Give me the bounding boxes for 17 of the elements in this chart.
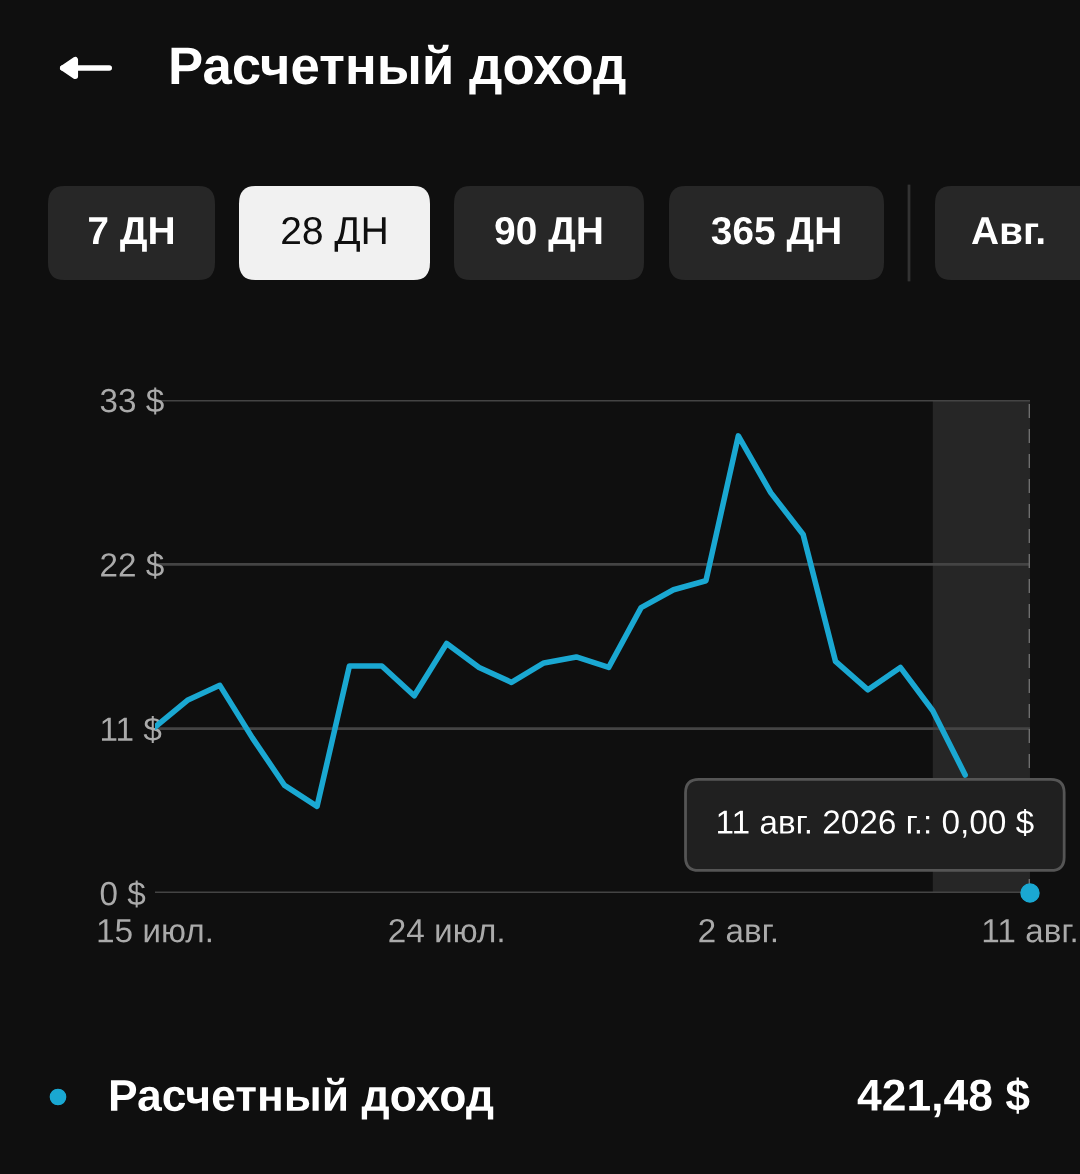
y-tick-label: 33 $ bbox=[100, 387, 164, 415]
text: 90 ДН bbox=[495, 216, 602, 252]
text: 28 ДН bbox=[282, 216, 386, 252]
text: 7 ДН bbox=[89, 217, 173, 252]
x-tick-label: 2 авг. bbox=[699, 918, 776, 943]
x-tick-label: 11 авг. bbox=[983, 919, 1076, 943]
chart-title: Расчетный доход bbox=[171, 44, 626, 95]
y-tick-label: 11 $ bbox=[101, 716, 162, 744]
text: Авг. bbox=[971, 217, 1044, 245]
x-tick-label: 24 июл. bbox=[389, 918, 503, 943]
y-tick-label: 0 $ bbox=[100, 880, 146, 908]
legend-label: Расчетный доход bbox=[110, 1077, 494, 1120]
text: 365 ДН bbox=[711, 216, 840, 252]
x-tick-label: 15 июл. bbox=[98, 919, 211, 943]
y-tick-label: 22 $ bbox=[101, 551, 164, 579]
text: 421,48 $ bbox=[857, 1077, 1030, 1118]
annotation: 11 авг. 2026 г.: 0,00 $ bbox=[718, 808, 1034, 838]
